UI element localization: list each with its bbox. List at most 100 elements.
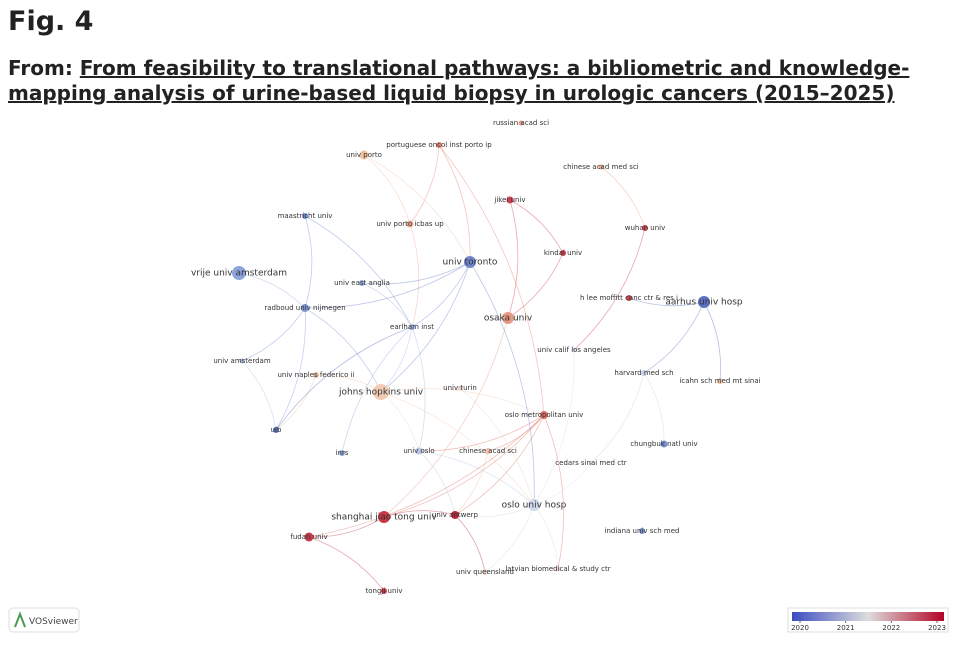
node (485, 448, 491, 454)
edge (275, 307, 306, 431)
node (451, 511, 459, 519)
node-label: oslo metropolitan univ (505, 411, 584, 419)
edge (600, 166, 646, 229)
node (436, 142, 442, 148)
article-link[interactable]: From feasibility to translational pathwa… (8, 56, 910, 105)
node (232, 266, 246, 280)
edge (418, 450, 535, 506)
edge (308, 414, 545, 538)
node (560, 250, 566, 256)
node (518, 120, 524, 126)
node (588, 460, 594, 466)
node-label: ulb (271, 426, 282, 434)
edge (509, 199, 564, 254)
figure-source: From: From feasibility to translational … (8, 56, 948, 106)
edge (241, 360, 277, 431)
edge (454, 450, 489, 516)
node-label: univ porto icbas up (376, 220, 444, 228)
node-label: univ porto (346, 151, 382, 159)
edge (454, 414, 545, 516)
edge (409, 223, 420, 328)
node-label: harvard med sch (614, 369, 673, 377)
node (273, 427, 279, 433)
edge (438, 144, 545, 416)
node-label: univ east anglia (334, 279, 390, 287)
edges (238, 144, 721, 592)
node (528, 499, 540, 511)
node-label: osaka univ (484, 314, 533, 324)
node (415, 447, 423, 455)
edge (409, 144, 440, 225)
edge (590, 372, 645, 464)
edge (533, 349, 575, 506)
edge (703, 301, 721, 382)
node (359, 280, 365, 286)
edge (361, 261, 471, 285)
edge (383, 317, 509, 518)
node-label: univ queensland (456, 568, 514, 576)
node-label: oslo univ hosp (502, 501, 567, 511)
edge (533, 504, 559, 570)
node-label: aarhus univ hosp (665, 298, 743, 308)
edge (308, 516, 385, 538)
node-label: maastricht univ (278, 212, 333, 220)
node-label: johns hopkins univ (338, 388, 424, 398)
node-label: radboud univ nijmegen (264, 304, 345, 312)
node (359, 150, 369, 160)
node-label: vrije univ amsterdam (191, 269, 287, 279)
edge (484, 504, 535, 573)
node-label: cedars sinai med ctr (555, 459, 627, 467)
edge (411, 326, 426, 452)
node (598, 164, 604, 170)
edge (507, 252, 564, 319)
node-label: earlham inst (390, 323, 434, 331)
node (626, 295, 632, 301)
edge (628, 297, 705, 307)
node (641, 370, 647, 376)
logo: VOSviewer (8, 607, 80, 633)
node-label: univ oslo (403, 447, 434, 455)
node (642, 225, 648, 231)
edge (454, 514, 486, 573)
node (302, 213, 308, 219)
node-label: shanghai jiao tong univ (331, 513, 437, 523)
node-label: fudan univ (290, 533, 327, 541)
edge (380, 326, 413, 393)
node-label: portuguese oncol inst porto ip (386, 141, 492, 149)
edge (543, 414, 564, 570)
edge (459, 387, 535, 506)
edge (418, 414, 545, 452)
edge (643, 372, 665, 445)
node (502, 312, 514, 324)
edge (363, 154, 411, 225)
logo-text: VOSviewer (29, 617, 78, 627)
edge (363, 154, 471, 263)
node-label: univ amsterdam (213, 357, 270, 365)
node-label: univ turin (443, 384, 477, 392)
edge (241, 307, 306, 362)
edge (533, 462, 592, 506)
edge (380, 391, 535, 506)
node-label: univ toronto (443, 258, 498, 268)
legend-tick-label: 2020 (791, 624, 809, 632)
node-label: chungbuk natl univ (630, 440, 697, 448)
node (540, 411, 548, 419)
node (381, 588, 387, 594)
node-label: kindai univ (544, 249, 582, 257)
node (313, 372, 319, 378)
node (373, 384, 389, 400)
node (409, 324, 415, 330)
node (457, 385, 463, 391)
node-label: indiana univ sch med (605, 527, 680, 535)
legend: 2020 2021 2022 2023 (787, 607, 949, 633)
node (304, 532, 314, 542)
edge (383, 510, 456, 518)
figure-number: Fig. 4 (8, 6, 94, 37)
node-label: univ calif los angeles (537, 346, 611, 354)
from-label: From: (8, 56, 73, 80)
node (506, 196, 514, 204)
legend-tick-label: 2023 (928, 624, 946, 632)
nodes: russian acad sci portuguese oncol inst po… (191, 119, 761, 595)
node (698, 296, 710, 308)
node (406, 220, 414, 228)
